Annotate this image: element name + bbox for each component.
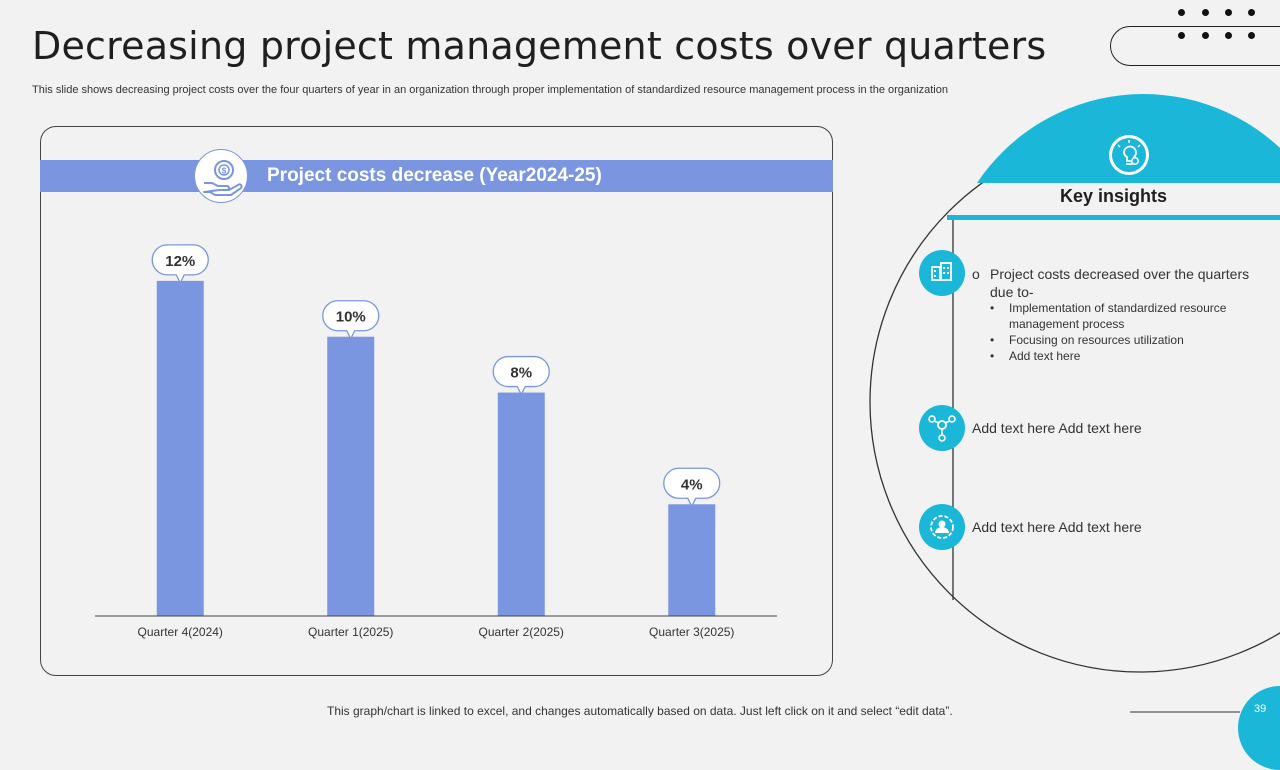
page-subtitle: This slide shows decreasing project cost… <box>32 84 948 96</box>
chart-title: Project costs decrease (Year2024-25) <box>267 165 602 186</box>
x-tick-label: Quarter 4(2024) <box>138 625 223 639</box>
footnote: This graph/chart is linked to excel, and… <box>327 704 953 718</box>
data-label: 10% <box>336 309 366 326</box>
data-label: 12% <box>165 253 195 270</box>
bullet-marker: • <box>990 349 995 363</box>
bulb-gear-icon <box>1106 132 1152 178</box>
bar <box>327 336 375 616</box>
x-tick-label: Quarter 1(2025) <box>308 625 393 639</box>
money-hand-icon: $ <box>194 149 248 203</box>
bullet-marker: • <box>990 301 995 315</box>
chart-title-band <box>40 160 833 192</box>
insights-header: Key insights <box>1059 186 1168 206</box>
bar <box>497 392 545 616</box>
page-number: 39 <box>1254 703 1267 715</box>
x-tick-label: Quarter 2(2025) <box>479 625 564 639</box>
main-point-marker: o <box>972 266 980 282</box>
bullet-marker: • <box>990 333 995 347</box>
data-label-bubble <box>151 244 209 285</box>
insight-text-2: Add text here Add text here <box>972 420 1142 436</box>
decorative-pill <box>1110 26 1280 66</box>
user-gear-icon <box>919 504 965 550</box>
data-label: 4% <box>681 476 703 493</box>
bullet-item: Add text here <box>1009 349 1081 363</box>
bar <box>668 504 716 616</box>
building-icon <box>919 250 965 296</box>
main-point: Project costs decreased over the quarter… <box>990 266 1250 300</box>
bullet-item: Implementation of standardized resource … <box>1009 301 1227 331</box>
bar <box>156 280 204 616</box>
bullet-item: Focusing on resources utilization <box>1009 333 1184 347</box>
svg-text:$: $ <box>222 167 227 176</box>
insight-text-3: Add text here Add text here <box>972 519 1142 535</box>
data-label-bubble <box>492 355 550 397</box>
bar-chart: 12% Quarter 4(2024) 10% Quarter 1(2025) 8% Qu… <box>95 244 777 639</box>
footer-line <box>1130 711 1240 713</box>
x-tick-label: Quarter 3(2025) <box>649 625 734 639</box>
page-title: Decreasing project management costs over… <box>32 24 1047 68</box>
data-label-bubble <box>322 300 380 341</box>
network-gear-icon <box>919 405 965 451</box>
data-label-bubble <box>663 467 721 508</box>
data-label: 8% <box>510 365 532 382</box>
